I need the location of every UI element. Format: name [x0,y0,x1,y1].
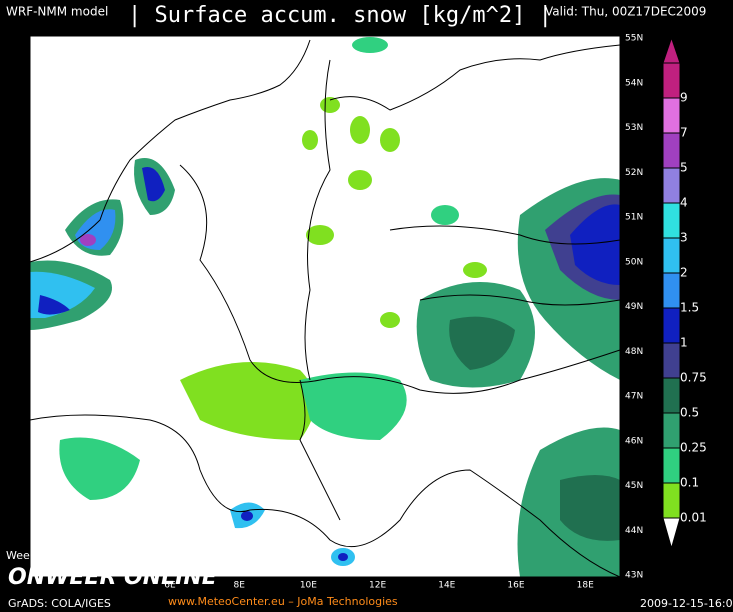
colorbar-label: 0.75 [680,371,707,385]
latitude-label: 45N [625,481,643,491]
latitude-label: 48N [625,347,643,357]
longitude-label: 16E [507,581,524,591]
website-credit: www.MeteoCenter.eu – JoMa Technologies [168,595,398,608]
latitude-label: 43N [625,571,643,581]
colorbar: 9 7 5 4 3 2 1.5 1 0.75 0.5 0.25 0.1 0.01 [662,36,707,550]
colorbar-label: 0.01 [680,511,707,525]
longitude-label: 12E [369,581,386,591]
colorbar-label: 2 [680,266,688,280]
colorbar-label: 3 [680,231,688,245]
latitude-label: 50N [625,257,643,267]
colorbar-segment [662,167,681,204]
map-title: | Surface accum. snow [kg/m^2] | [128,3,552,28]
colorbar-label: 5 [680,161,688,175]
latitude-label: 49N [625,302,643,312]
longitude-label: 14E [438,581,455,591]
longitude-label: 10E [300,581,317,591]
colorbar-label: 0.25 [680,441,707,455]
longitude-label: 8E [233,581,245,591]
colorbar-segment [662,237,681,274]
colorbar-segment [662,132,681,169]
latitude-label: 55N [625,34,643,44]
latitude-label: 44N [625,526,643,536]
latitude-label: 53N [625,123,643,133]
latitude-labels: 55N 54N 53N 52N 51N 50N 49N 48N 47N 46N 45N 44N 43N [625,34,643,581]
colorbar-segment [662,342,681,379]
colorbar-label: 0.1 [680,476,699,490]
map-area [29,35,621,578]
latitude-label: 54N [625,78,643,88]
colorbar-triangle [662,517,681,550]
snow-fields [30,37,620,577]
borders [29,39,621,578]
colorbar-label: 1 [680,336,688,350]
colorbar-segment [662,377,681,414]
colorbar-segment [662,412,681,449]
colorbar-triangle [662,36,681,64]
longitude-label: 18E [577,581,594,591]
colorbar-segment [662,62,681,99]
colorbar-segment [662,97,681,134]
colorbar-label: 0.5 [680,406,699,420]
timestamp: 2009-12-15-16:08 [640,597,733,610]
valid-time: Valid: Thu, 00Z17DEC2009 [545,5,706,19]
colorbar-segment [662,482,681,519]
longitude-labels: 6E 8E 10E 12E 14E 16E 18E [164,581,594,591]
latitude-label: 51N [625,213,643,223]
colorbar-segment [662,447,681,484]
longitude-label: 6E [164,581,176,591]
latitude-label: 47N [625,392,643,402]
colorbar-label: 9 [680,91,688,105]
map-frame [29,35,621,578]
colorbar-segment [662,272,681,309]
colorbar-label: 1.5 [680,301,699,315]
colorbar-segment [662,202,681,239]
colorbar-label: 7 [680,126,688,140]
logo-text: ONWEER ONLINE [8,565,217,590]
colorbar-label: 4 [680,196,688,210]
latitude-label: 46N [625,436,643,446]
latitude-label: 52N [625,168,643,178]
logo-slogan: Weer of geen weer, altijd actueel [6,549,188,562]
colorbar-segment [662,307,681,344]
grads-credit: GrADS: COLA/IGES [8,597,111,610]
model-name: WRF-NMM model [6,5,108,19]
